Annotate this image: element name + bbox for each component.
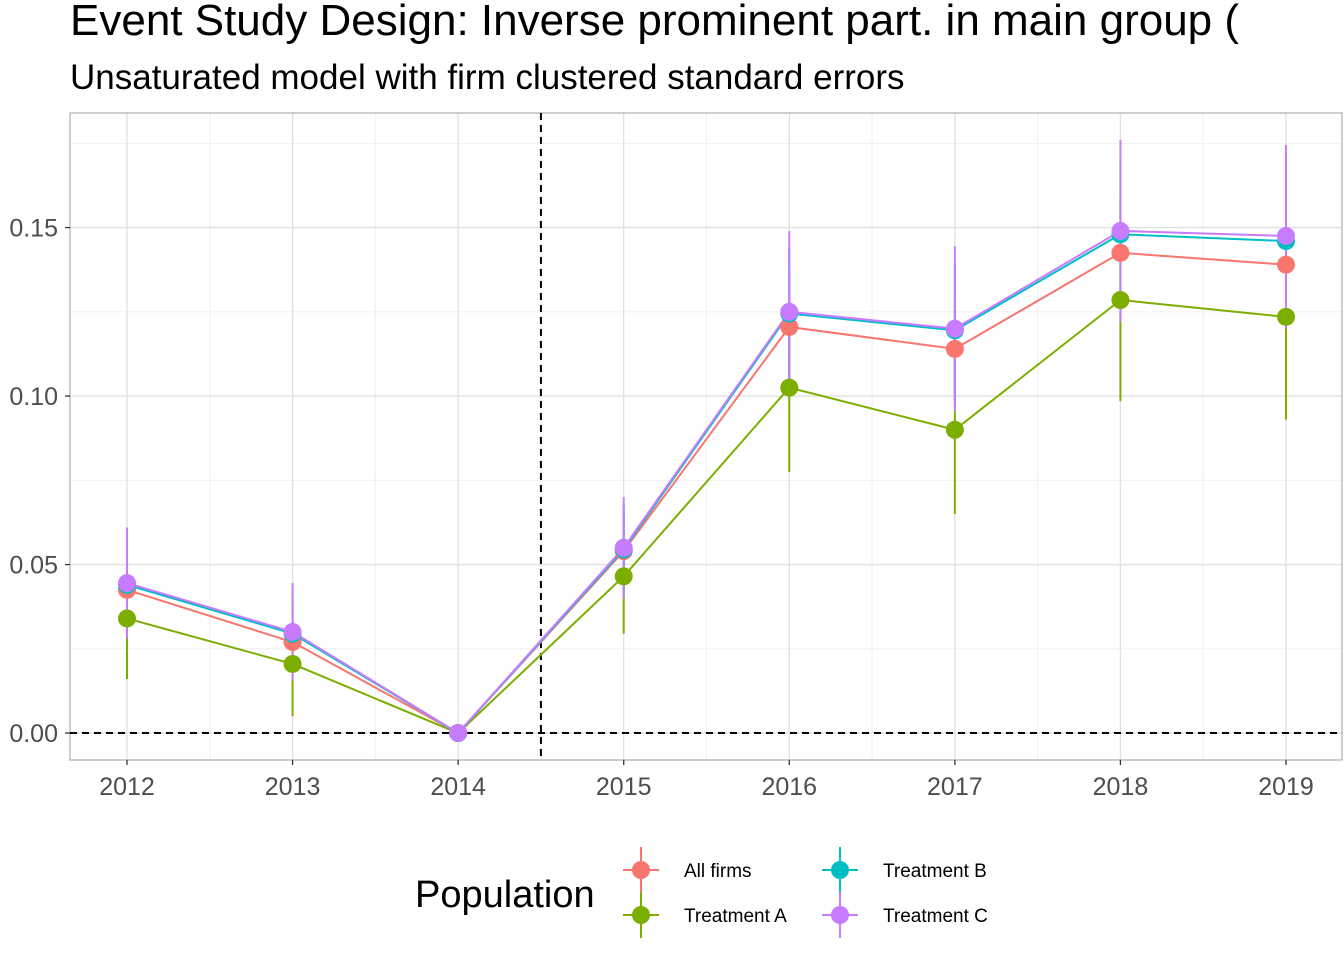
y-tick-label: 0.10 (9, 383, 58, 411)
data-point (449, 724, 468, 743)
grid-layer (69, 112, 1343, 761)
legend-item: Treatment C (822, 892, 988, 938)
legend-label: Treatment C (883, 906, 988, 927)
legend-key-point (831, 906, 849, 924)
data-point (780, 302, 799, 321)
series-line-group (126, 298, 1287, 735)
data-point (1111, 291, 1130, 310)
data-point (118, 574, 136, 593)
legend-item: All firms (623, 847, 752, 893)
legend-label: Treatment A (684, 906, 787, 927)
series-point-group (118, 221, 1295, 743)
series-line-group (126, 251, 1287, 735)
x-tick-label: 2014 (430, 773, 486, 801)
y-tick-label: 0.00 (9, 720, 58, 748)
legend-item: Treatment A (623, 892, 787, 938)
series-line-group (126, 229, 1287, 735)
data-point (1111, 243, 1130, 262)
legend-key-point (632, 906, 650, 924)
data-point (945, 420, 964, 439)
x-tick-label: 2015 (596, 773, 652, 801)
data-point (283, 622, 302, 641)
x-tick-label: 2017 (927, 773, 983, 801)
data-point (945, 339, 964, 358)
x-tick-label: 2016 (761, 773, 817, 801)
y-tick-label: 0.15 (9, 215, 58, 243)
data-point (780, 317, 799, 336)
axis-layer: 0.00 0.05 0.10 0.15 2012 2013 2014 2015 2016 2017… (9, 215, 1313, 801)
x-tick-label: 2013 (265, 773, 321, 801)
data-point (118, 609, 136, 628)
x-tick-label: 2019 (1258, 773, 1314, 801)
series-point-group (118, 291, 1295, 743)
legend-title: Population (415, 874, 595, 916)
y-tick-label: 0.05 (9, 552, 58, 580)
legend-key-point (831, 861, 849, 879)
x-tick-label: 2018 (1093, 773, 1149, 801)
data-point (614, 567, 633, 586)
series-line (126, 298, 1287, 735)
data-point (1111, 221, 1130, 240)
chart-title: Event Study Design: Inverse prominent pa… (70, 0, 1240, 45)
data-point (1277, 255, 1295, 274)
data-point (1277, 307, 1295, 326)
legend: Population All firms Treatment A Treatment … (415, 847, 988, 938)
data-point (1277, 226, 1295, 245)
series-line (126, 229, 1287, 735)
x-tick-label: 2012 (99, 773, 155, 801)
legend-key-point (632, 861, 650, 879)
legend-label: Treatment B (883, 861, 987, 882)
chart-subtitle: Unsaturated model with firm clustered st… (70, 58, 905, 97)
series-line (126, 251, 1287, 735)
data-point (283, 654, 302, 673)
series-layer (118, 139, 1295, 743)
reference-lines (70, 113, 1342, 760)
data-point (614, 538, 633, 557)
data-point (945, 319, 964, 338)
legend-label: All firms (684, 861, 752, 882)
legend-item: Treatment B (822, 847, 987, 893)
data-point (780, 378, 799, 397)
panel-border (69, 112, 1343, 761)
